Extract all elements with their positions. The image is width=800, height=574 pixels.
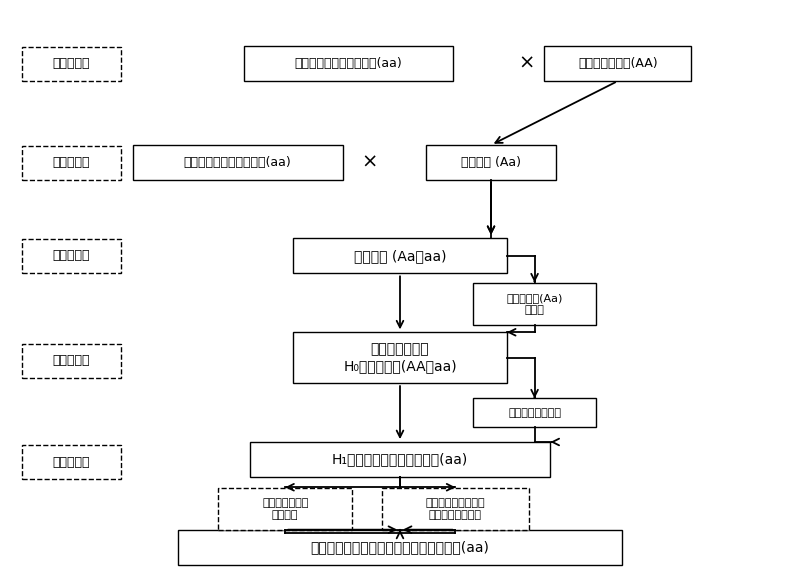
Bar [22,46,121,80]
Text: 光温敏核育性观察: 光温敏核育性观察 [508,408,561,417]
Text: 显性可育常规稻(AA): 显性可育常规稻(AA) [578,57,658,70]
Bar [178,530,622,565]
Text: 二号隐性光温敏核不育系(aa): 二号隐性光温敏核不育系(aa) [184,156,291,169]
Text: 复交一代 (Aa，aa): 复交一代 (Aa，aa) [354,249,446,263]
Text: 聚合多个优良性状的水稻光温敏核不育系(aa): 聚合多个优良性状的水稻光温敏核不育系(aa) [310,540,490,554]
Bar [293,238,507,273]
Text: ×: × [518,54,535,73]
Text: 第二年夏天: 第二年夏天 [53,249,90,262]
Bar [244,46,454,81]
Text: 第一年夏天: 第一年夏天 [53,57,90,70]
Text: 第一年冬天: 第一年冬天 [53,156,90,169]
Text: 农艺性状筛选、抗性
鉴定、配合力测定: 农艺性状筛选、抗性 鉴定、配合力测定 [426,498,486,519]
Bar [133,145,342,180]
Bar [293,332,507,383]
Text: 第三年夏天: 第三年夏天 [53,456,90,469]
Text: 取可育株系(Aa)
的花药: 取可育株系(Aa) 的花药 [506,293,562,315]
Text: 杂交一代 (Aa): 杂交一代 (Aa) [461,156,521,169]
Text: H₁代光温敏核不育花培株系(aa): H₁代光温敏核不育花培株系(aa) [332,452,468,467]
Text: 第二年冬天: 第二年冬天 [53,354,90,367]
Bar [22,146,121,180]
Text: 一号隐性光温敏核不育系(aa): 一号隐性光温敏核不育系(aa) [294,57,402,70]
Bar [545,46,691,81]
Bar [474,398,596,426]
Bar [474,283,596,325]
Bar [218,487,353,530]
Bar [382,487,529,530]
Bar [22,445,121,479]
Text: ×: × [362,153,378,172]
Bar [250,442,550,477]
Bar [22,239,121,273]
Text: 光温敏育性转化
温度鉴定: 光温敏育性转化 温度鉴定 [262,498,308,519]
Bar [426,145,556,180]
Bar [22,344,121,378]
Text: 花药培养，得到
H₀代花培株系(AA，aa): 花药培养，得到 H₀代花培株系(AA，aa) [343,343,457,373]
